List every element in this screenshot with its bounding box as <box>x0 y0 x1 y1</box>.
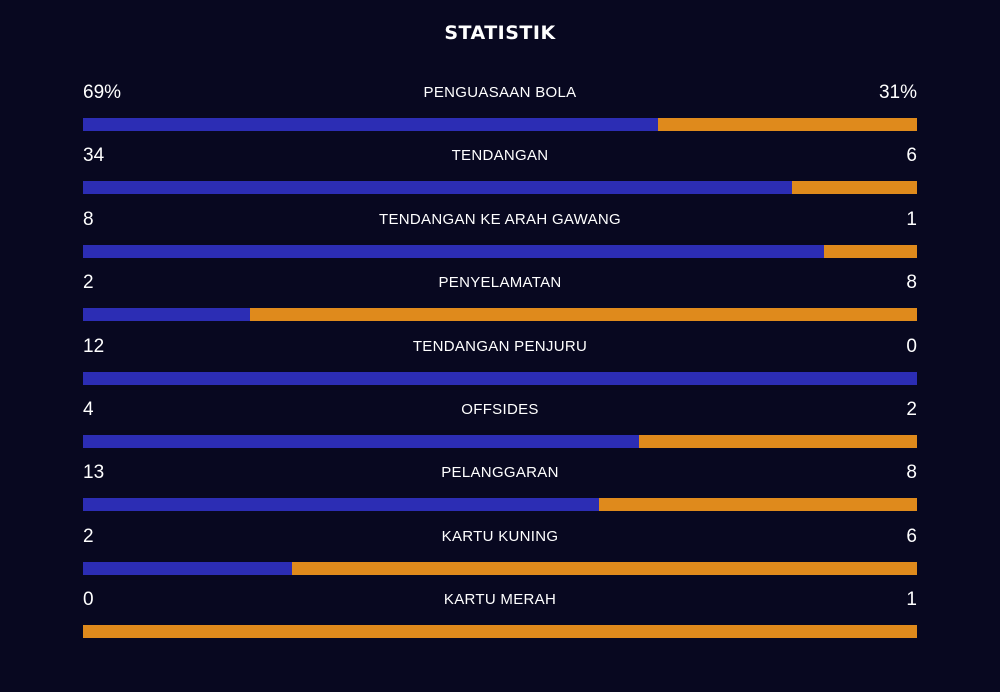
stat-label: TENDANGAN PENJURU <box>412 337 588 355</box>
home-value: 12 <box>83 335 105 357</box>
stat-header: 2 PENYELAMATAN 8 <box>83 268 917 298</box>
home-value: 13 <box>83 462 105 484</box>
home-value: 34 <box>83 145 105 167</box>
stat-row: 13 PELANGGARAN 8 <box>83 458 917 521</box>
stat-bar <box>83 371 917 385</box>
home-value: 2 <box>83 525 94 547</box>
stat-label: PELANGGARAN <box>441 464 559 482</box>
home-bar-segment <box>83 118 659 131</box>
stat-header: 4 OFFSIDES 2 <box>83 395 917 425</box>
home-bar-segment <box>83 561 292 575</box>
stat-header: 2 KARTU KUNING 6 <box>83 522 917 552</box>
away-value: 31% <box>878 82 917 103</box>
stat-bar <box>83 498 917 512</box>
away-bar-segment <box>83 625 917 639</box>
stat-header: 0 KARTU MERAH 1 <box>83 585 917 615</box>
away-bar-segment <box>638 434 917 448</box>
stat-label: KARTU KUNING <box>441 527 559 545</box>
away-bar-segment <box>658 118 917 131</box>
stat-row: 4 OFFSIDES 2 <box>83 395 917 458</box>
stat-row: 8 TENDANGAN KE ARAH GAWANG 1 <box>83 205 917 268</box>
home-bar-segment <box>83 434 639 448</box>
home-value: 69% <box>83 82 122 103</box>
stat-row: 2 KARTU KUNING 6 <box>83 522 917 585</box>
home-value: 2 <box>83 272 94 294</box>
stat-bar <box>83 561 917 575</box>
stat-row: 12 TENDANGAN PENJURU 0 <box>83 332 917 395</box>
stat-row: 34 TENDANGAN 6 <box>83 141 917 204</box>
stat-label: KARTU MERAH <box>443 591 557 609</box>
stat-row: 0 KARTU MERAH 1 <box>83 585 917 648</box>
stat-bar <box>83 625 917 639</box>
away-bar-segment <box>824 244 917 258</box>
away-bar-segment <box>599 498 917 512</box>
away-bar-segment <box>249 308 917 322</box>
stat-row: 69% PENGUASAAN BOLA 31% <box>83 78 917 141</box>
stat-header: 13 PELANGGARAN 8 <box>83 458 917 488</box>
page-title: STATISTIK <box>444 22 556 44</box>
away-value: 8 <box>906 462 917 484</box>
stat-header: 34 TENDANGAN 6 <box>83 141 917 171</box>
home-value: 0 <box>83 589 94 611</box>
home-bar-segment <box>83 498 600 512</box>
stat-label: PENGUASAAN BOLA <box>423 84 577 101</box>
home-value: 8 <box>83 208 94 230</box>
stat-label: OFFSIDES <box>461 400 539 418</box>
away-bar-segment <box>791 181 917 195</box>
stat-label: PENYELAMATAN <box>438 274 562 292</box>
stat-bar <box>83 308 917 322</box>
home-value: 4 <box>83 398 94 420</box>
stat-label: TENDANGAN KE ARAH GAWANG <box>379 210 621 228</box>
away-value: 1 <box>906 589 917 611</box>
away-value: 0 <box>906 335 917 357</box>
stat-bar <box>83 244 917 258</box>
stat-bar <box>83 181 917 195</box>
stat-header: 69% PENGUASAAN BOLA 31% <box>83 78 917 108</box>
stat-header: 8 TENDANGAN KE ARAH GAWANG 1 <box>83 205 917 235</box>
home-bar-segment <box>83 181 792 195</box>
stat-label: TENDANGAN <box>451 147 549 165</box>
stat-row: 2 PENYELAMATAN 8 <box>83 268 917 331</box>
home-bar-segment <box>83 244 825 258</box>
away-value: 1 <box>906 208 917 230</box>
home-bar-segment <box>83 371 917 385</box>
away-bar-segment <box>291 561 917 575</box>
away-value: 6 <box>906 145 917 167</box>
stat-bar <box>83 434 917 448</box>
away-value: 8 <box>906 272 917 294</box>
stat-bar <box>83 118 917 131</box>
away-value: 6 <box>906 525 917 547</box>
stats-list: 69% PENGUASAAN BOLA 31% 34 TENDANGAN 6 8 TENDAN… <box>83 78 917 649</box>
stat-header: 12 TENDANGAN PENJURU 0 <box>83 332 917 362</box>
home-bar-segment <box>83 308 250 322</box>
away-value: 2 <box>906 398 917 420</box>
